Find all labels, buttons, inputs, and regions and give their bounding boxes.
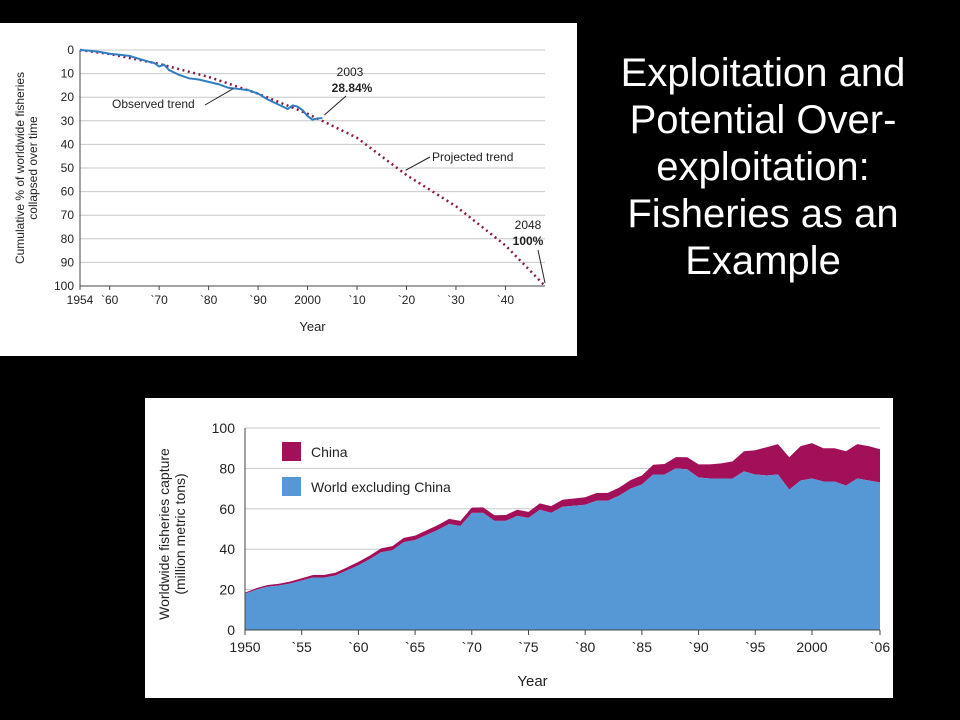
x-tick-label: `70 bbox=[150, 293, 168, 307]
x-tick-label: `30 bbox=[447, 293, 465, 307]
legend-swatch-world bbox=[282, 477, 301, 496]
projected-trend-label: Projected trend bbox=[432, 150, 513, 164]
annotation-2003-value: 28.84% bbox=[332, 81, 373, 95]
y-tick-label: 100 bbox=[212, 420, 236, 436]
x-tick-label: `85 bbox=[632, 639, 652, 655]
x-tick-label: `80 bbox=[575, 639, 595, 655]
x-axis-title: Year bbox=[299, 319, 326, 334]
observed-trend-leader bbox=[204, 88, 234, 106]
legend-label-china: China bbox=[311, 444, 348, 460]
y-tick-label: 100 bbox=[54, 279, 74, 293]
x-tick-label: `20 bbox=[398, 293, 416, 307]
x-tick-label: `40 bbox=[497, 293, 515, 307]
x-tick-label: `55 bbox=[292, 639, 312, 655]
y-tick-label: 10 bbox=[61, 67, 75, 81]
x-tick-label: `10 bbox=[348, 293, 366, 307]
x-tick-label: 1950 bbox=[229, 639, 260, 655]
projected-trend-line bbox=[79, 48, 546, 287]
y-tick-label: 40 bbox=[61, 137, 75, 151]
x-tick-label: `65 bbox=[405, 639, 425, 655]
annotation-2003-leader bbox=[324, 95, 347, 116]
y-tick-label: 30 bbox=[61, 114, 75, 128]
x-tick-label: `60 bbox=[348, 639, 368, 655]
x-tick-label: `75 bbox=[518, 639, 538, 655]
y-tick-label: 80 bbox=[219, 460, 235, 476]
y-tick-label: 80 bbox=[61, 232, 75, 246]
legend-label-world: World excluding China bbox=[311, 479, 451, 495]
world-excluding-china-area bbox=[245, 468, 880, 630]
annotation-2003-year: 2003 bbox=[337, 65, 364, 79]
observed-trend-line bbox=[79, 49, 323, 121]
y-tick-label: 60 bbox=[61, 185, 75, 199]
x-tick-label: `80 bbox=[200, 293, 218, 307]
x-tick-label: 2000 bbox=[294, 293, 321, 307]
observed-trend-label: Observed trend bbox=[112, 97, 195, 111]
y-tick-label: 50 bbox=[61, 161, 75, 175]
y-tick-label: 70 bbox=[61, 208, 75, 222]
y-tick-label: 60 bbox=[219, 501, 235, 517]
annotation-2048-year: 2048 bbox=[515, 218, 542, 232]
china-area bbox=[245, 443, 880, 594]
x-axis-title: Year bbox=[517, 673, 547, 690]
collapse-chart-panel: 0 10 20 30 40 50 60 70 80 90 100 1954 `60 `70 `80 `90 20… bbox=[0, 23, 577, 356]
x-tick-label: `95 bbox=[745, 639, 765, 655]
projected-trend-leader bbox=[405, 156, 431, 171]
slide-title: Exploitation and Potential Over-exploita… bbox=[620, 51, 906, 283]
y-axis-title: Cumulative % of worldwide fisheriescolla… bbox=[13, 72, 40, 264]
x-tick-label: `90 bbox=[249, 293, 267, 307]
y-tick-label: 20 bbox=[219, 582, 235, 598]
x-tick-label: `06 bbox=[870, 639, 890, 655]
y-tick-label: 0 bbox=[67, 43, 74, 57]
capture-chart-panel: 0 20 40 60 80 100 1950 `55 `60 `65 `70 `75 `80 `85 `90… bbox=[145, 398, 893, 698]
legend-swatch-china bbox=[282, 442, 301, 461]
y-tick-label: 40 bbox=[219, 541, 235, 557]
x-tick-label: 1954 bbox=[67, 293, 94, 307]
x-tick-label: `70 bbox=[462, 639, 482, 655]
y-axis-title: Worldwide fisheries capture(million metr… bbox=[156, 448, 188, 620]
annotation-2048-leader bbox=[537, 249, 546, 284]
x-tick-label: `60 bbox=[101, 293, 119, 307]
y-tick-label: 90 bbox=[61, 255, 75, 269]
y-tick-label: 20 bbox=[61, 90, 75, 104]
capture-chart: 0 20 40 60 80 100 1950 `55 `60 `65 `70 `75 `80 `85 `90… bbox=[156, 420, 890, 690]
x-tick-label: `90 bbox=[688, 639, 708, 655]
x-tick-label: 2000 bbox=[796, 639, 827, 655]
y-tick-label: 0 bbox=[227, 622, 235, 638]
annotation-2048-value: 100% bbox=[513, 234, 544, 248]
